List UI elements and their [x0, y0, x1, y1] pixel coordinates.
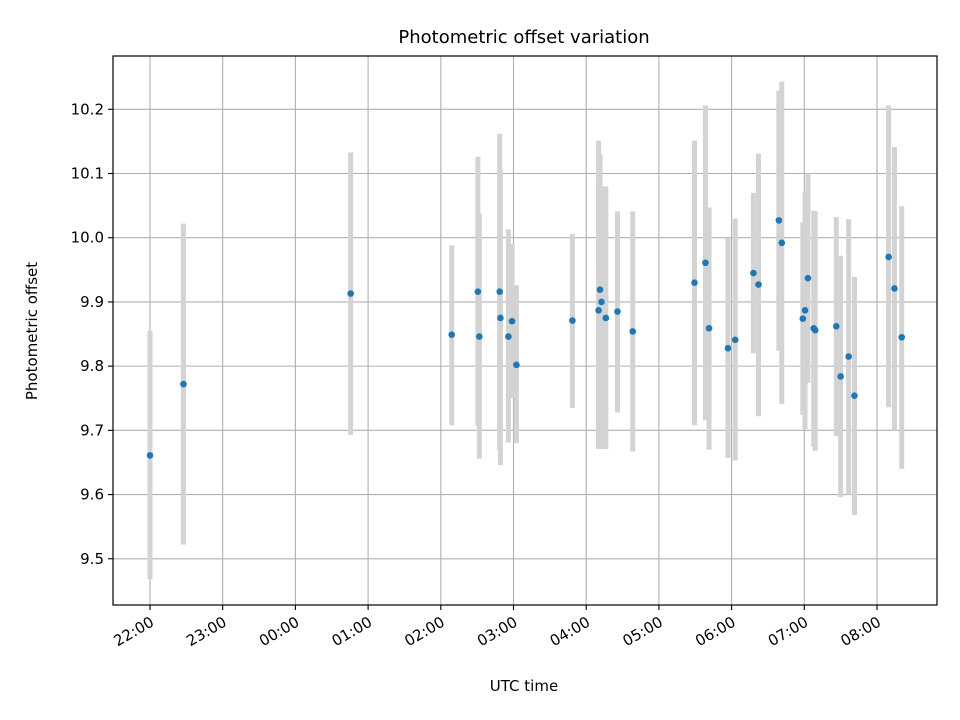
- data-point: [804, 274, 812, 282]
- y-tick-label: 9.6: [80, 486, 104, 504]
- data-point: [496, 288, 503, 295]
- data-point: [596, 286, 604, 294]
- data-point: [845, 353, 852, 360]
- data-point: [731, 336, 739, 344]
- data-point: [898, 333, 906, 341]
- chart-title: Photometric offset variation: [398, 27, 649, 48]
- x-axis-label: UTC time: [490, 677, 558, 695]
- y-tick-label: 10.0: [71, 229, 104, 247]
- data-point: [146, 452, 154, 459]
- y-tick-label: 9.7: [80, 421, 104, 439]
- data-point: [602, 314, 610, 322]
- data-point: [851, 392, 858, 399]
- data-point: [474, 288, 482, 295]
- data-point: [702, 259, 709, 267]
- data-point: [778, 239, 786, 247]
- data-point: [775, 217, 783, 224]
- y-tick-label: 10.2: [71, 100, 104, 118]
- data-point: [476, 333, 483, 340]
- y-tick-label: 9.9: [80, 293, 104, 311]
- data-point: [180, 380, 187, 388]
- data-point: [801, 306, 809, 314]
- data-point: [598, 298, 605, 306]
- data-point: [569, 317, 576, 324]
- data-point: [448, 331, 456, 338]
- y-tick-label: 9.8: [80, 357, 104, 375]
- data-point: [891, 285, 898, 292]
- data-point: [513, 361, 520, 369]
- y-axis-label: Photometric offset: [23, 262, 41, 400]
- data-point: [508, 317, 516, 325]
- y-tick-label: 10.1: [71, 165, 104, 183]
- data-point: [799, 315, 807, 322]
- data-point: [497, 314, 504, 322]
- data-point: [691, 279, 698, 286]
- y-tick-label: 9.5: [80, 550, 104, 568]
- data-points: [146, 217, 906, 459]
- data-point: [724, 344, 732, 352]
- data-point: [595, 306, 602, 314]
- data-point: [832, 323, 840, 330]
- data-point: [705, 324, 713, 332]
- plot-area-frame: [112, 55, 938, 606]
- data-point: [629, 328, 637, 335]
- data-point: [811, 326, 819, 334]
- y-axis-ticks: 9.5 9.6 9.7 9.8 9.9 10.0 10.1 10.2: [71, 100, 113, 568]
- data-point: [755, 281, 762, 288]
- data-point: [750, 269, 757, 277]
- data-point: [505, 333, 512, 340]
- data-point: [885, 253, 892, 261]
- data-point: [837, 373, 844, 380]
- data-point: [347, 290, 354, 297]
- data-point: [614, 308, 621, 315]
